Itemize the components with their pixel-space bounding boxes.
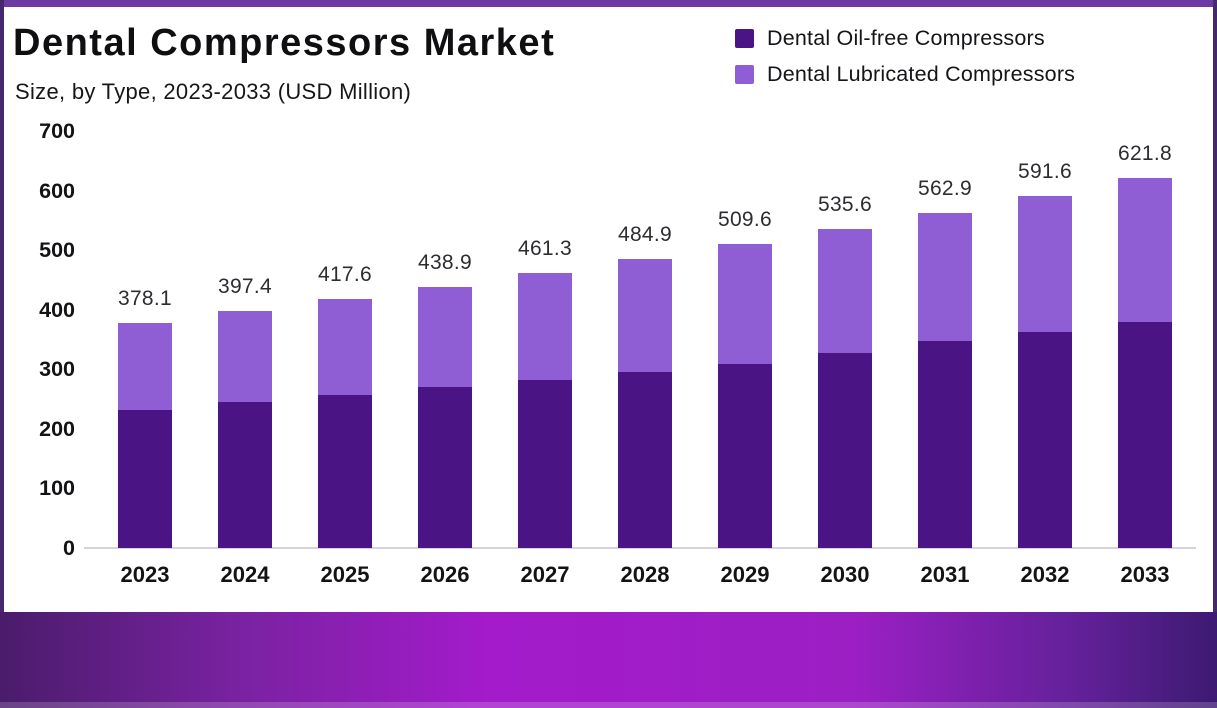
x-tick-2023: 2023 — [120, 562, 170, 587]
segment-lubricated — [218, 311, 272, 403]
page-title: Dental Compressors Market — [13, 22, 556, 64]
x-tick-2030: 2030 — [820, 562, 870, 587]
stacked-bar-2026 — [418, 286, 472, 548]
segment-lubricated — [1018, 195, 1072, 332]
bar-group-2029: 509.6 — [695, 131, 795, 548]
footer-banner: The Market will Grow At the CAGR of: 5.1… — [0, 612, 1217, 708]
segment-lubricated — [618, 259, 672, 373]
x-tick-2031: 2031 — [920, 562, 970, 587]
bar-value-label-2031: 562.9 — [917, 176, 973, 200]
bar-value-label-2027: 461.3 — [517, 237, 573, 261]
bar-group-2026: 438.9 — [395, 131, 495, 548]
segment-oil-free — [1018, 331, 1072, 548]
y-tick-100: 100 — [39, 476, 75, 501]
segment-lubricated — [318, 299, 372, 395]
legend-swatch-oil-free — [735, 29, 754, 48]
segment-oil-free — [1118, 321, 1172, 548]
segment-lubricated — [118, 322, 172, 410]
stacked-bar-2024 — [218, 311, 272, 548]
legend-label-oil-free: Dental Oil-free Compressors — [767, 26, 1045, 50]
legend: Dental Oil-free Compressors Dental Lubri… — [735, 26, 1075, 98]
segment-lubricated — [1118, 177, 1172, 322]
stacked-bar-2023 — [118, 322, 172, 548]
segment-oil-free — [918, 341, 972, 548]
stacked-bar-2025 — [318, 299, 372, 548]
bar-group-2024: 397.4 — [195, 131, 295, 548]
x-axis-line — [84, 547, 1196, 549]
bar-value-label-2024: 397.4 — [217, 275, 273, 299]
bar-value-label-2025: 417.6 — [317, 263, 373, 287]
x-tick-2024: 2024 — [220, 562, 270, 587]
x-tick-2026: 2026 — [420, 562, 470, 587]
legend-swatch-lubricated — [735, 65, 754, 84]
segment-oil-free — [218, 402, 272, 548]
y-tick-400: 400 — [39, 297, 75, 322]
segment-oil-free — [418, 387, 472, 548]
card-border-top — [0, 0, 1217, 7]
segment-oil-free — [518, 379, 572, 548]
x-tick-2027: 2027 — [520, 562, 570, 587]
segment-oil-free — [618, 372, 672, 548]
legend-label-lubricated: Dental Lubricated Compressors — [767, 62, 1076, 86]
segment-oil-free — [118, 409, 172, 548]
x-tick-2025: 2025 — [320, 562, 370, 587]
bar-group-2023: 378.1 — [95, 131, 195, 548]
bar-group-2028: 484.9 — [595, 131, 695, 548]
segment-lubricated — [918, 212, 972, 342]
legend-item-lubricated: Dental Lubricated Compressors — [735, 62, 1075, 87]
bar-group-2033: 621.8 — [1095, 131, 1195, 548]
y-tick-200: 200 — [39, 416, 75, 441]
x-tick-2033: 2033 — [1120, 562, 1170, 587]
segment-oil-free — [718, 363, 772, 548]
bar-group-2030: 535.6 — [795, 131, 895, 548]
y-axis: 0 100 200 300 400 500 600 700 — [0, 119, 75, 560]
bar-value-label-2026: 438.9 — [417, 250, 473, 274]
segment-lubricated — [518, 273, 572, 380]
stacked-bar-2031 — [918, 212, 972, 548]
x-tick-2032: 2032 — [1020, 562, 1070, 587]
stacked-bar-2028 — [618, 259, 672, 548]
card-border-left — [0, 0, 4, 612]
segment-oil-free — [318, 394, 372, 548]
segment-oil-free — [818, 352, 872, 548]
y-tick-500: 500 — [39, 238, 75, 263]
bar-group-2032: 591.6 — [995, 131, 1095, 548]
bar-group-2025: 417.6 — [295, 131, 395, 548]
stacked-bar-2033 — [1118, 177, 1172, 548]
bar-value-label-2023: 378.1 — [117, 286, 173, 310]
page-subtitle: Size, by Type, 2023-2033 (USD Million) — [15, 79, 412, 104]
stacked-bar-2032 — [1018, 195, 1072, 548]
plot-area: 378.1 397.4 417.6 438.9 461.3 484.9 509.6 535.6… — [95, 131, 1195, 548]
x-axis: 2023 2024 2025 2026 2027 2028 2029 2030 2031 2032… — [95, 562, 1195, 588]
bar-value-label-2030: 535.6 — [817, 192, 873, 216]
stacked-bar-2030 — [818, 228, 872, 548]
segment-lubricated — [718, 244, 772, 364]
x-tick-2028: 2028 — [620, 562, 670, 587]
bar-group-2031: 562.9 — [895, 131, 995, 548]
legend-item-oil-free: Dental Oil-free Compressors — [735, 26, 1075, 51]
bar-value-label-2029: 509.6 — [717, 208, 773, 232]
stacked-bar-2027 — [518, 273, 572, 548]
segment-lubricated — [818, 228, 872, 353]
bar-group-2027: 461.3 — [495, 131, 595, 548]
x-tick-2029: 2029 — [720, 562, 770, 587]
y-tick-0: 0 — [63, 536, 75, 560]
card-border-right — [1213, 0, 1217, 612]
stacked-bar-2029 — [718, 244, 772, 548]
y-tick-300: 300 — [39, 357, 75, 382]
segment-lubricated — [418, 286, 472, 388]
bar-value-label-2028: 484.9 — [617, 223, 673, 247]
bar-value-label-2032: 591.6 — [1017, 159, 1073, 183]
bar-value-label-2033: 621.8 — [1117, 141, 1173, 165]
y-tick-600: 600 — [39, 178, 75, 203]
y-tick-700: 700 — [39, 119, 75, 143]
